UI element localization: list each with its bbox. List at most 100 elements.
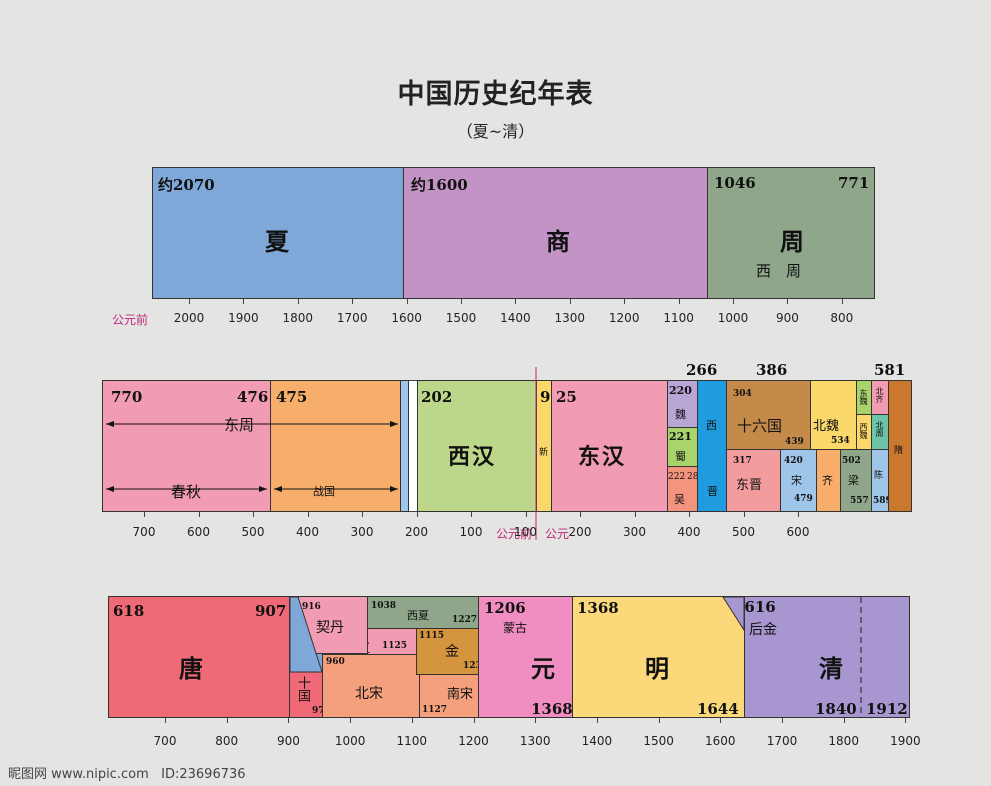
dongwei-label: 东魏	[859, 389, 868, 405]
axis-tick-mark	[743, 512, 745, 517]
sixteen-start: 304	[733, 389, 752, 399]
chen-end: 589	[873, 496, 888, 506]
block-liang: 502 梁 557	[840, 449, 872, 512]
block-beizhou: 北周	[871, 414, 889, 450]
qi-label: 齐	[822, 474, 833, 487]
axis-tick-label: 1500	[445, 311, 477, 325]
shang-start: 约1600	[411, 176, 468, 194]
block-zhou: 1046 771 周 西 周	[707, 167, 875, 299]
qing-end: 1912	[866, 700, 908, 718]
axis-tick-label: 1100	[663, 311, 694, 325]
axis-tick-mark	[189, 299, 190, 304]
watermark-site: 昵图网 www.nipic.com	[8, 767, 149, 782]
axis-tick-label: 200	[405, 525, 428, 539]
dongjin-label: 东晋	[736, 478, 763, 493]
block-dongwei: 东魏	[856, 380, 872, 415]
axis-tick-label: 1900	[890, 734, 921, 748]
xijin-label: 西	[706, 419, 717, 432]
yuan-end: 1368	[531, 700, 573, 718]
block-tang: 618 907 唐	[108, 596, 290, 718]
wu-label: 吴	[674, 493, 685, 506]
xixia-end: 1227	[452, 615, 478, 625]
axis-tick-mark	[733, 299, 734, 304]
block-shang: 约1600 商	[403, 167, 708, 299]
axis-tick-label: 1000	[334, 734, 366, 748]
beisong-start: 960	[326, 657, 345, 667]
shu-start: 221	[669, 430, 692, 443]
axis-tick-label: 1900	[228, 311, 259, 325]
axis-tick-mark	[525, 512, 527, 517]
axis-tick-label: 900	[775, 311, 799, 325]
axis-tick-label: 100	[459, 525, 483, 539]
axis-tick-label: 1700	[336, 311, 368, 325]
zhanguo-label: 战国	[313, 485, 335, 498]
chunqiu-label: 春秋	[171, 483, 202, 501]
axis-tick-label: 400	[677, 525, 701, 539]
axis-tick-label: 1400	[581, 734, 613, 748]
axis-tick-label: 500	[732, 525, 755, 539]
dongzhou-label: 东周	[220, 414, 259, 435]
qing-label: 清	[819, 654, 849, 683]
axis-tick-label: 800	[215, 734, 239, 748]
donghan-label: 东汉	[578, 444, 627, 470]
axis-tick-label: 1500	[643, 734, 674, 748]
block-beiwei: 北魏 534	[810, 380, 857, 450]
nansong-start: 1127	[422, 705, 448, 715]
song-end: 479	[794, 494, 813, 504]
axis-tick-mark	[473, 718, 475, 723]
axis-tick-mark	[416, 512, 418, 517]
axis-tick-label: 700	[132, 525, 156, 539]
tang-label: 唐	[179, 654, 209, 683]
block-wei: 220 魏	[667, 380, 698, 428]
xin-label: 新	[539, 448, 549, 458]
axis-tick-mark	[905, 718, 907, 723]
chen-label: 陈	[874, 471, 884, 481]
block-beiqi: 北齐	[871, 380, 889, 415]
axis-tick-mark	[288, 718, 290, 723]
beizhou-label: 北周	[875, 421, 884, 437]
wei-start: 220	[669, 384, 692, 397]
menggu-start: 1206	[484, 599, 526, 617]
block-xia: 约2070 夏	[152, 167, 404, 299]
axis-tick-label: 300	[350, 525, 374, 539]
song-label: 宋	[791, 474, 802, 487]
axis-tick-mark	[658, 718, 660, 723]
block-dongjin: 317 东晋	[726, 449, 781, 512]
ming-end: 1644	[697, 700, 739, 718]
axis-tick-mark	[843, 718, 845, 723]
xia-label: 夏	[265, 227, 295, 256]
dongzhou-end: 476	[237, 388, 269, 406]
xin-start: 9	[540, 388, 551, 406]
beiwei-end: 534	[831, 436, 850, 446]
axis-tick-label: 1800	[282, 311, 314, 325]
axis-tick-mark	[198, 512, 200, 517]
jin-start: 1115	[419, 631, 445, 641]
sui-start: 581	[874, 361, 906, 379]
block-chen: 陈 589	[871, 449, 889, 512]
axis-tick-mark	[782, 718, 783, 723]
chart-title: 中国历史纪年表	[397, 79, 594, 110]
axis-tick-label: 1300	[554, 311, 586, 325]
sixteen-label: 十六国	[737, 417, 783, 435]
axis-tick-mark	[350, 718, 352, 723]
qidan-label: 契丹	[316, 620, 344, 636]
yuan-label: 元	[531, 654, 561, 683]
block-xixia: 1038 西夏 1227	[367, 596, 479, 629]
axis-tick-mark	[580, 512, 581, 517]
axis-tick-label: 1700	[766, 734, 798, 748]
xizhou-label: 西 周	[756, 262, 802, 280]
block-xin: 9 新	[536, 380, 552, 512]
era-bc-row2: 公元前	[496, 527, 533, 541]
jin-start: 266	[686, 361, 718, 379]
block-chunqiu: 770 476 春秋	[102, 380, 271, 512]
axis-tick-label: 600	[786, 525, 810, 539]
axis-tick-label: 900	[276, 734, 300, 748]
houjin-start: 1616	[734, 598, 776, 616]
axis-tick-label: 1000	[717, 311, 749, 325]
block-qidan: 916 契丹	[298, 596, 368, 654]
shu-label: 蜀	[675, 450, 686, 463]
axis-tick-mark	[720, 718, 722, 723]
shang-label: 商	[546, 227, 576, 256]
axis-tick-mark	[634, 512, 636, 517]
axis-tick-label: 800	[830, 311, 854, 325]
